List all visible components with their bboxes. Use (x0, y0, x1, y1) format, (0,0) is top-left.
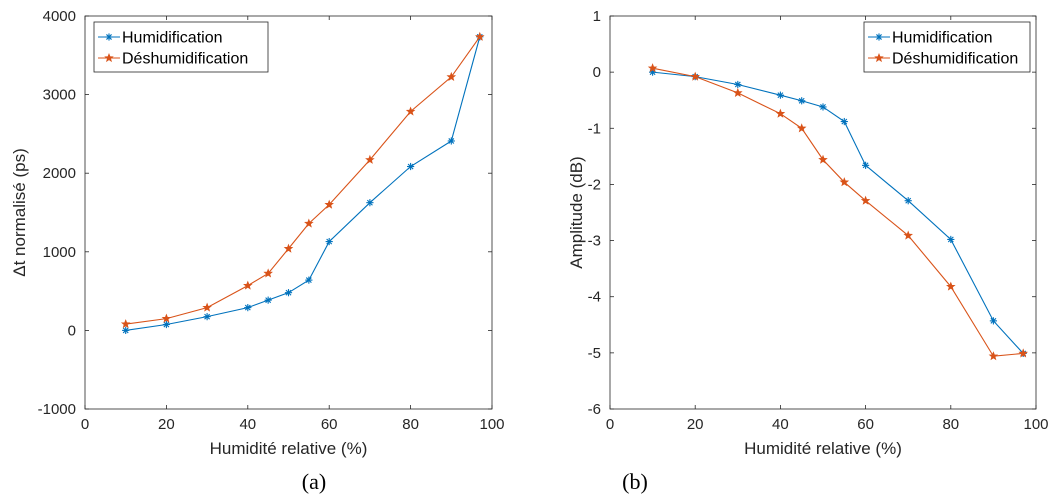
y-tick-label: -1000 (38, 401, 76, 418)
data-point-humidification (264, 296, 272, 304)
data-point-humidification (162, 320, 170, 329)
x-tick-label: 60 (857, 416, 874, 433)
x-axis-label: Humidité relative (%) (744, 439, 902, 458)
data-point-humidification (325, 237, 333, 246)
y-tick-label: -3 (588, 233, 601, 250)
data-point-deshumidification (263, 268, 273, 278)
x-tick-label: 0 (81, 416, 89, 433)
y-axis-label: Amplitude (dB) (567, 156, 586, 268)
data-point-humidification (407, 162, 415, 171)
data-point-deshumidification (324, 199, 334, 209)
plot-area (609, 15, 1037, 410)
y-tick-label: 0 (68, 322, 76, 339)
data-point-deshumidification (475, 31, 485, 41)
x-tick-label: 80 (942, 416, 959, 433)
data-point-deshumidification (796, 123, 807, 133)
data-point-deshumidification (304, 218, 314, 228)
series-line-humidification (652, 71, 1024, 354)
data-point-deshumidification (161, 313, 172, 323)
x-tick-label: 40 (239, 416, 256, 433)
y-tick-label: 0 (593, 64, 601, 81)
legend-box (93, 21, 269, 73)
legend: Humidification Déshumidification (93, 21, 269, 73)
chart-panel-a: 0 20 40 60 80 100 -1000 0 1000 2000 3000 4000 Humidi… (10, 8, 505, 494)
data-point-deshumidification (243, 280, 253, 290)
legend-marker (875, 33, 883, 41)
legend-box (863, 21, 1031, 73)
data-point-deshumidification (446, 71, 457, 81)
data-point-humidification (947, 235, 955, 244)
panel-label: (b) (622, 469, 648, 494)
data-point-deshumidification (365, 154, 375, 164)
y-axis-label: Δt normalisé (ps) (10, 148, 29, 277)
legend-label: Humidification (892, 30, 992, 47)
data-point-humidification (734, 80, 742, 89)
legend: Humidification Déshumidification (863, 21, 1031, 73)
data-point-deshumidification (647, 63, 658, 73)
data-point-humidification (904, 197, 912, 205)
legend-label: Humidification (122, 30, 222, 47)
plot-area (84, 15, 493, 410)
x-axis-label: Humidité relative (%) (210, 439, 368, 458)
legend-label: Déshumidification (122, 51, 248, 68)
y-tick-label: 4000 (43, 8, 76, 25)
x-tick-label: 20 (158, 416, 175, 433)
y-tick-label: 1 (593, 8, 601, 25)
panel-label: (a) (302, 469, 326, 494)
legend-marker (104, 52, 114, 63)
y-tick-label: -4 (588, 289, 601, 306)
data-point-deshumidification (1018, 348, 1029, 358)
y-tick-label: 3000 (43, 87, 76, 104)
data-point-deshumidification (120, 319, 131, 329)
chart-panel-b: 0 20 40 60 80 100 -6 -5 -4 -3 -2 -1 0 1 Humidité relat… (567, 8, 1049, 494)
data-point-deshumidification (405, 106, 416, 116)
data-point-deshumidification (988, 351, 999, 361)
data-point-humidification (776, 91, 784, 99)
data-point-humidification (284, 289, 293, 297)
data-point-deshumidification (839, 177, 850, 187)
legend-label: Déshumidification (892, 51, 1018, 68)
y-tick-label: -5 (588, 345, 601, 362)
data-point-humidification (122, 326, 130, 334)
y-tick-label: 2000 (43, 165, 76, 182)
data-point-humidification (203, 313, 211, 321)
x-tick-label: 80 (402, 416, 419, 433)
data-point-humidification (366, 199, 374, 207)
series-line-humidification (125, 36, 481, 331)
x-tick-label: 100 (479, 416, 504, 433)
data-point-deshumidification (775, 108, 786, 118)
data-point-deshumidification (946, 281, 956, 291)
data-point-humidification (305, 276, 313, 284)
data-point-humidification (862, 161, 870, 169)
series-line-deshumidification (125, 36, 481, 325)
data-point-humidification (840, 117, 848, 126)
legend-marker (874, 52, 884, 63)
y-tick-label: -1 (588, 120, 601, 137)
data-point-deshumidification (283, 243, 294, 253)
x-tick-label: 100 (1023, 416, 1048, 433)
data-point-humidification (819, 103, 827, 111)
y-tick-label: -6 (588, 401, 601, 418)
data-point-humidification (447, 137, 455, 145)
data-point-humidification (244, 304, 252, 312)
x-tick-label: 20 (687, 416, 704, 433)
data-point-deshumidification (690, 71, 700, 81)
data-point-deshumidification (202, 302, 212, 312)
data-point-deshumidification (860, 195, 871, 205)
series-line-deshumidification (652, 67, 1024, 357)
data-point-deshumidification (818, 154, 828, 164)
data-point-deshumidification (903, 230, 913, 240)
data-point-humidification (798, 97, 806, 105)
x-tick-label: 40 (772, 416, 789, 433)
x-tick-label: 60 (321, 416, 338, 433)
y-tick-label: 1000 (43, 244, 76, 261)
x-tick-label: 0 (606, 416, 614, 433)
data-point-humidification (989, 317, 997, 325)
y-tick-label: -2 (588, 176, 601, 193)
legend-marker (105, 33, 113, 41)
data-point-deshumidification (733, 87, 743, 97)
